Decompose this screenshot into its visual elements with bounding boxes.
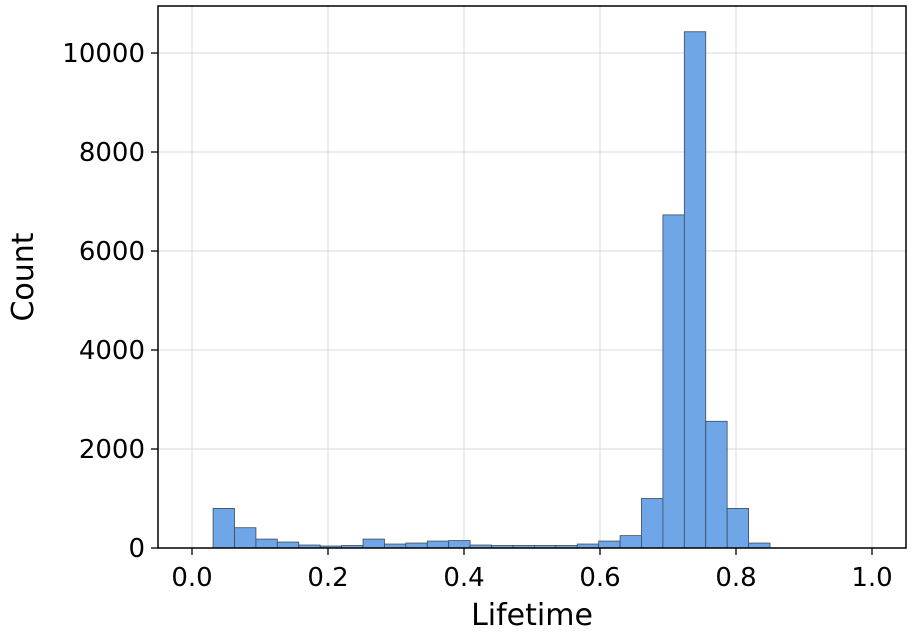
histogram-bar — [362, 538, 385, 549]
x-tick-label: 0.2 — [307, 563, 348, 593]
y-tick-label: 2000 — [79, 435, 145, 465]
histogram-bar — [662, 214, 685, 549]
histogram-bar — [726, 508, 749, 549]
y-axis-title: Count — [6, 232, 41, 321]
histogram-bar — [448, 540, 471, 549]
histogram-bar — [641, 498, 664, 549]
histogram-bar — [212, 508, 235, 549]
grid — [158, 6, 906, 549]
y-tick-label: 8000 — [79, 138, 145, 168]
x-axis-ticks: 0.0 0.2 0.4 0.6 0.8 1.0 — [171, 548, 893, 593]
x-tick-label: 0.4 — [443, 563, 484, 593]
x-tick-label: 0.0 — [171, 563, 212, 593]
histogram-bar — [598, 540, 621, 549]
histogram-bar — [234, 527, 257, 549]
x-tick-label: 0.8 — [715, 563, 756, 593]
histogram-bar — [683, 31, 707, 549]
y-axis-ticks: 0 2000 4000 6000 8000 10000 — [62, 39, 158, 564]
histogram-bar — [276, 541, 300, 549]
x-tick-label: 0.6 — [579, 563, 620, 593]
y-tick-label: 10000 — [62, 39, 145, 69]
plot-frame — [157, 5, 907, 549]
x-tick-label: 1.0 — [851, 563, 892, 593]
x-axis-title: Lifetime — [471, 598, 593, 633]
histogram-bar — [426, 540, 450, 549]
histogram-bar — [255, 538, 278, 549]
bars — [212, 31, 771, 549]
histogram-bar — [619, 535, 642, 549]
y-tick-label: 4000 — [79, 336, 145, 366]
histogram-bar — [705, 420, 728, 549]
y-tick-label: 6000 — [79, 237, 145, 267]
y-tick-label: 0 — [128, 534, 145, 564]
